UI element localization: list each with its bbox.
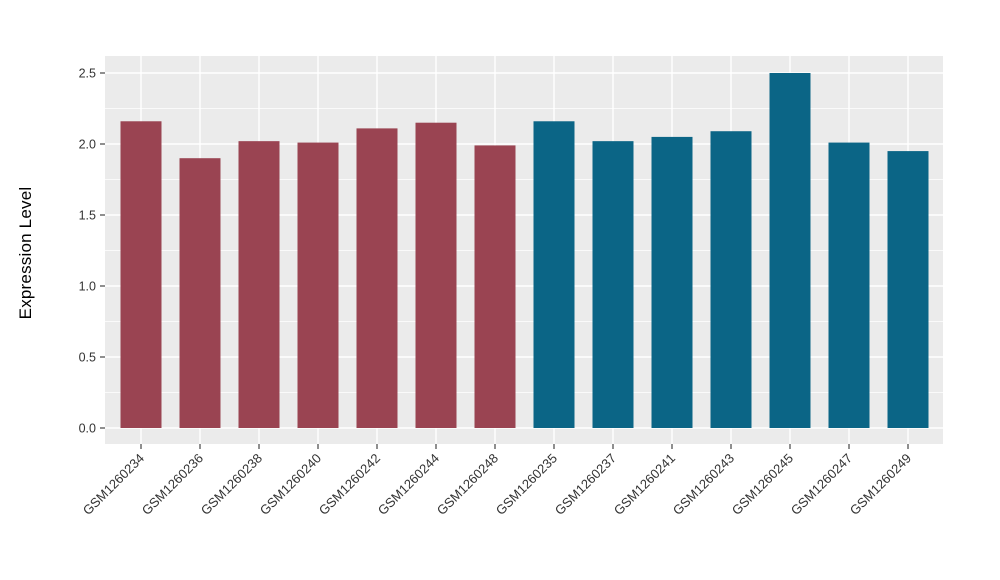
bar [533, 121, 575, 428]
x-tick-label: GSM1260247 [788, 451, 855, 518]
y-tick-label: 2.0 [79, 138, 96, 152]
x-tick-label: GSM1260235 [493, 451, 560, 518]
x-tick-label: GSM1260245 [729, 451, 796, 518]
bar [710, 131, 752, 428]
y-tick-label: 2.5 [79, 67, 96, 81]
bar [238, 141, 280, 428]
bar [651, 136, 693, 428]
y-axis-title: Expression Level [16, 186, 35, 320]
x-tick-label: GSM1260240 [257, 451, 324, 518]
x-tick-label: GSM1260236 [139, 451, 206, 518]
bar [828, 142, 870, 428]
bar [120, 121, 162, 428]
y-tick-label: 1.5 [79, 209, 96, 223]
x-tick-label: GSM1260249 [847, 451, 914, 518]
bar [474, 145, 516, 429]
x-tick-label: GSM1260243 [670, 451, 737, 518]
y-tick-label: 0.5 [79, 351, 96, 365]
x-tick-label: GSM1260242 [316, 451, 383, 518]
bar [415, 122, 457, 428]
x-tick-label: GSM1260244 [375, 451, 442, 518]
x-tick-label: GSM1260241 [611, 451, 678, 518]
x-tick-label: GSM1260234 [80, 451, 147, 518]
y-tick-label: 1.0 [79, 280, 96, 294]
x-tick-label: GSM1260238 [198, 451, 265, 518]
x-tick-label: GSM1260248 [434, 451, 501, 518]
plot-panel [105, 56, 943, 444]
bar [592, 141, 634, 428]
bar [887, 151, 929, 428]
bar [769, 73, 811, 428]
y-tick-label: 0.0 [79, 422, 96, 436]
bar [356, 128, 398, 428]
bar [179, 158, 221, 428]
bar [297, 142, 339, 428]
x-tick-label: GSM1260237 [552, 451, 619, 518]
